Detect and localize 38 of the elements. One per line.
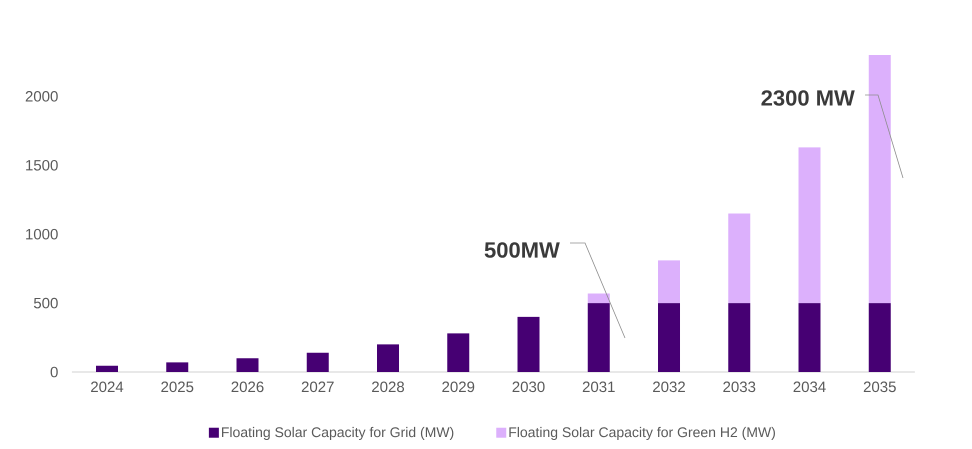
x-tick-label: 2025 xyxy=(161,382,194,392)
bar xyxy=(236,358,259,372)
y-tick-label: 1000 xyxy=(26,228,58,240)
bar xyxy=(868,303,891,372)
y-tick-label: 1500 xyxy=(26,160,58,171)
bar xyxy=(306,352,329,372)
x-tick-label: 2028 xyxy=(372,382,404,392)
bar xyxy=(377,344,400,372)
x-tick-label: 2027 xyxy=(302,382,334,392)
x-tick-label: 2031 xyxy=(582,382,615,392)
x-tick-label: 2032 xyxy=(653,382,685,392)
x-tick-label: 2033 xyxy=(723,382,756,392)
x-tick-label: 2034 xyxy=(794,382,826,392)
bar xyxy=(166,362,188,372)
annotation: 500MW xyxy=(484,242,560,258)
bar xyxy=(588,303,610,372)
bar xyxy=(588,293,610,304)
bar xyxy=(798,303,821,372)
bar xyxy=(868,54,891,304)
bar xyxy=(658,303,680,372)
bar xyxy=(728,214,750,304)
bar xyxy=(658,260,680,304)
bar xyxy=(798,147,821,304)
legend-label: Floating Solar Capacity for Grid (MW) xyxy=(222,426,454,440)
x-tick-label: 2035 xyxy=(864,382,896,392)
x-tick-label: 2026 xyxy=(232,382,264,392)
x-tick-label: 2029 xyxy=(442,382,474,392)
y-tick-label: 500 xyxy=(34,298,58,308)
y-tick-label: 2000 xyxy=(26,91,58,102)
bar xyxy=(518,316,540,372)
x-tick-label: 2024 xyxy=(91,382,124,392)
y-tick-label: 0 xyxy=(50,366,58,378)
legend-label: Floating Solar Capacity for Green H2 (MW) xyxy=(509,426,775,440)
bar xyxy=(728,303,750,372)
annotation: 2300 MW xyxy=(761,90,855,106)
x-tick-label: 2030 xyxy=(512,382,545,392)
bar xyxy=(447,333,470,372)
bar xyxy=(96,366,118,372)
